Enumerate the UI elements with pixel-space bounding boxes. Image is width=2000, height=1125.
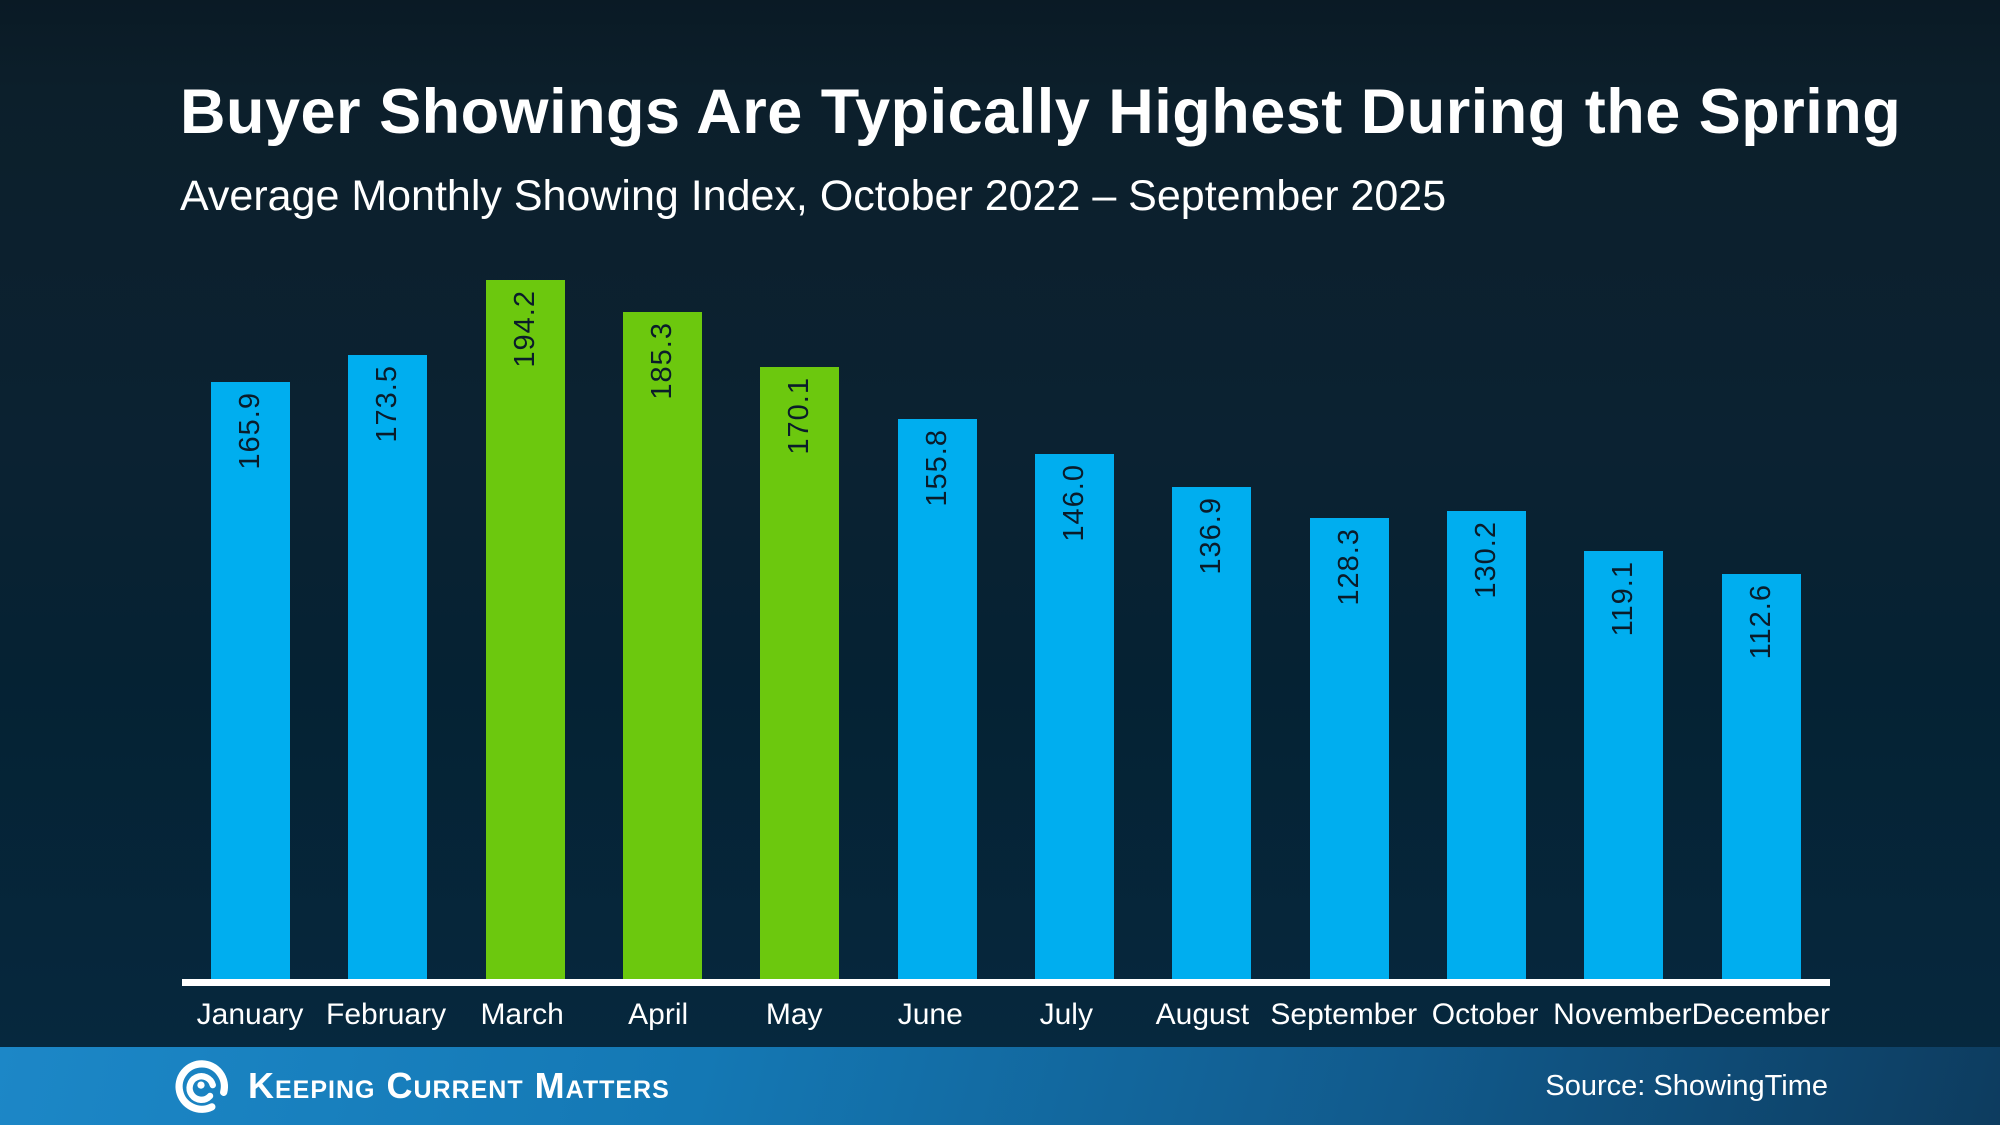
bar-slot: 173.5 xyxy=(319,220,456,979)
bar-july: 146.0 xyxy=(1035,453,1115,979)
month-label-january: January xyxy=(196,998,304,1031)
bar-value-label: 170.1 xyxy=(783,377,816,455)
month-label-july: July xyxy=(1039,998,1093,1031)
source-credit: Source: ShowingTime xyxy=(1545,1069,1828,1102)
bar-october: 130.2 xyxy=(1447,510,1527,979)
page-subtitle: Average Monthly Showing Index, October 2… xyxy=(180,172,1447,220)
month-labels: January February March April May June July Augu… xyxy=(182,998,1830,1032)
bar-slot: 130.2 xyxy=(1418,220,1555,979)
bar-value-label: 119.1 xyxy=(1607,560,1640,637)
bar-value-label: 128.3 xyxy=(1332,527,1365,606)
month-label-november: November xyxy=(1553,998,1692,1031)
bar-january: 165.9 xyxy=(211,382,291,979)
bar-slot: 146.0 xyxy=(1006,220,1143,979)
bar-slot: 155.8 xyxy=(869,220,1006,979)
bar-november: 119.1 xyxy=(1584,550,1664,979)
bars: 165.9 173.5 194.2 185.3 170.1 155.8 146.0 136.9… xyxy=(182,220,1830,979)
bar-slot: 194.2 xyxy=(457,220,594,979)
bar-value-label: 136.9 xyxy=(1195,496,1228,575)
bar-value-label: 165.9 xyxy=(234,392,267,470)
bar-slot: 112.6 xyxy=(1693,220,1830,979)
bar-value-label: 146.0 xyxy=(1058,463,1091,542)
bar-value-label: 130.2 xyxy=(1470,520,1503,599)
bar-august: 136.9 xyxy=(1172,486,1252,979)
footer-bar: Keeping Current Matters Source: ShowingT… xyxy=(0,1047,2000,1125)
bar-slot: 165.9 xyxy=(182,220,319,979)
bar-march: 194.2 xyxy=(485,280,565,979)
month-label-october: October xyxy=(1431,998,1539,1031)
month-label-april: April xyxy=(628,998,689,1031)
bar-september: 128.3 xyxy=(1309,517,1389,979)
bar-slot: 185.3 xyxy=(594,220,731,979)
kcm-logo: Keeping Current Matters xyxy=(172,1057,670,1115)
month-label-february: February xyxy=(326,998,447,1031)
bar-june: 155.8 xyxy=(897,418,977,979)
month-label-december: December xyxy=(1691,998,1830,1031)
bar-value-label: 185.3 xyxy=(646,322,679,401)
bar-chart: 165.9 173.5 194.2 185.3 170.1 155.8 146.0 136.9… xyxy=(182,220,1830,986)
bar-value-label: 194.2 xyxy=(508,290,541,369)
kcm-logo-text: Keeping Current Matters xyxy=(248,1065,670,1106)
bar-slot: 128.3 xyxy=(1281,220,1418,979)
bar-slot: 119.1 xyxy=(1555,220,1692,979)
bar-value-label: 155.8 xyxy=(920,428,953,507)
page-title: Buyer Showings Are Typically Highest Dur… xyxy=(180,77,1902,147)
bar-february: 173.5 xyxy=(348,354,428,979)
month-label-march: March xyxy=(480,998,564,1031)
bar-december: 112.6 xyxy=(1721,573,1801,979)
bar-may: 170.1 xyxy=(760,367,840,979)
bar-slot: 136.9 xyxy=(1143,220,1280,979)
month-label-june: June xyxy=(897,998,963,1031)
month-label-may: May xyxy=(765,998,823,1031)
bar-value-label: 112.6 xyxy=(1744,583,1777,660)
month-label-august: August xyxy=(1155,998,1250,1031)
bar-slot: 170.1 xyxy=(731,220,868,979)
bar-value-label: 173.5 xyxy=(371,364,404,443)
bar-april: 185.3 xyxy=(623,312,703,979)
month-label-september: September xyxy=(1270,998,1418,1031)
swirl-icon xyxy=(172,1057,230,1115)
